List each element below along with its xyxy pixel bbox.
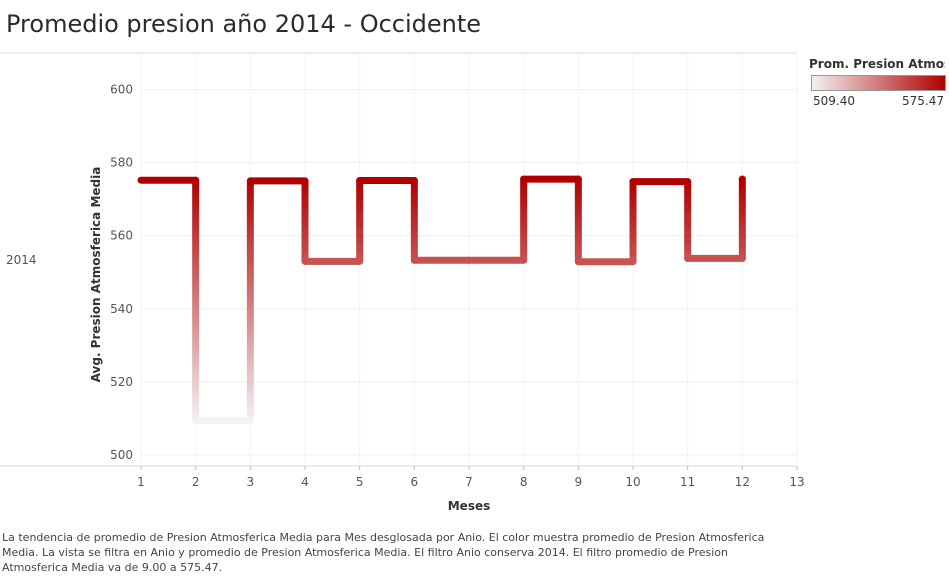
x-axis-title: Meses [448, 499, 491, 513]
y-axis-title: Avg. Presion Atmosferica Media [89, 167, 103, 383]
legend-min-label: 509.40 [813, 94, 855, 108]
chart-title: Promedio presion año 2014 - Occidente [6, 10, 482, 38]
chart-caption: La tendencia de promedio de Presion Atmo… [2, 531, 765, 574]
y-tick-label: 520 [110, 375, 133, 389]
x-tick-label: 6 [411, 475, 419, 489]
x-tick-label: 5 [356, 475, 364, 489]
x-tick-label: 1 [137, 475, 145, 489]
x-tick-label: 2 [192, 475, 200, 489]
x-tick-label: 13 [789, 475, 804, 489]
x-tick-label: 3 [247, 475, 255, 489]
y-tick-label: 560 [110, 229, 133, 243]
legend-max-label: 575.47 [902, 94, 944, 108]
y-tick-label: 600 [110, 83, 133, 97]
x-tick-label: 7 [465, 475, 473, 489]
x-tick-label: 12 [735, 475, 750, 489]
y-tick-label: 500 [110, 448, 133, 462]
legend-color-ramp [811, 75, 946, 91]
x-tick-label: 4 [301, 475, 309, 489]
x-tick-label: 8 [520, 475, 528, 489]
x-tick-label: 9 [575, 475, 583, 489]
x-tick-label: 11 [680, 475, 695, 489]
y-tick-label: 540 [110, 302, 133, 316]
row-label-year: 2014 [6, 253, 37, 267]
x-tick-label: 10 [625, 475, 640, 489]
y-tick-label: 580 [110, 156, 133, 170]
legend-title: Prom. Presion Atmosfe.. [809, 57, 945, 71]
